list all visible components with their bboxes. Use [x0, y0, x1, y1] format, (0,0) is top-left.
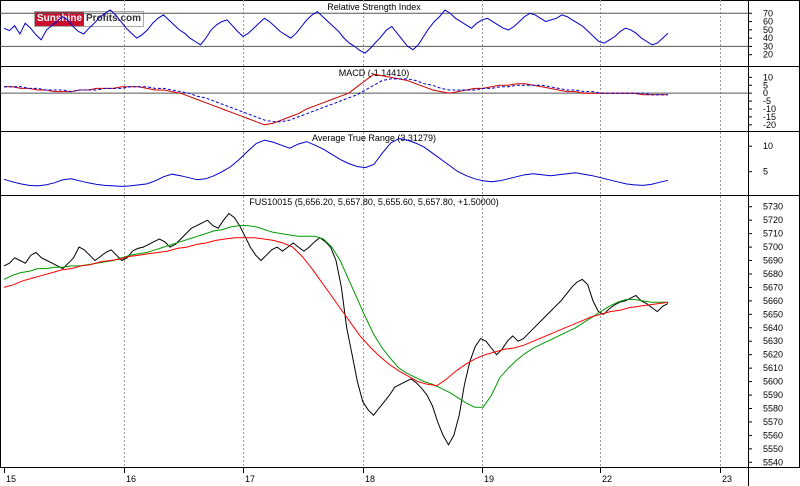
vertical-day-grid — [124, 0, 721, 468]
y-tick-label: -10 — [763, 104, 776, 114]
y-tick-label: 5670 — [763, 282, 783, 292]
x-tick-label: 16 — [126, 474, 136, 484]
y-tick-label: 5630 — [763, 336, 783, 346]
x-tick-label: 17 — [245, 474, 255, 484]
panel-title: Relative Strength Index — [327, 2, 421, 12]
panel-4: FUS10015 (5,656.20, 5,657.80, 5,655.60, … — [0, 195, 800, 484]
y-tick-label: 5700 — [763, 242, 783, 252]
y-tick-label: 5690 — [763, 256, 783, 266]
y-tick-label: 50 — [763, 25, 773, 35]
sunshine-profits-logo: Sunshine Profits.com — [34, 11, 145, 27]
x-tick-label: 19 — [484, 474, 494, 484]
y-tick-label: 5540 — [763, 457, 783, 467]
series-line-2 — [4, 78, 668, 123]
y-tick-label: 20 — [763, 50, 773, 60]
x-tick-label: 23 — [722, 474, 732, 484]
panel-3: Average True Range (3.31279) 10 5 — [0, 131, 800, 187]
y-tick-label: 5560 — [763, 430, 783, 440]
panel-title: MACD (-1.14410) — [339, 68, 410, 78]
y-tick-label: 10 — [763, 141, 773, 151]
series-line-3 — [3, 237, 669, 387]
x-tick-label: 15 — [6, 474, 16, 484]
y-tick-label: 5 — [763, 167, 768, 177]
x-tick-label: 22 — [602, 474, 612, 484]
y-tick-label: 5720 — [763, 215, 783, 225]
series-line-1 — [3, 9, 669, 54]
y-tick-label: 5 — [763, 80, 768, 90]
logo-part-2: Profits.com — [84, 12, 144, 26]
series-line-1 — [3, 212, 669, 446]
y-tick-label: 5710 — [763, 229, 783, 239]
y-tick-label: 40 — [763, 33, 773, 43]
y-tick-label: 70 — [763, 8, 773, 18]
series-line-1 — [4, 73, 668, 126]
panel-title: Average True Range (3.31279) — [312, 133, 436, 143]
y-tick-label: 5550 — [763, 444, 783, 454]
series-line-1 — [3, 137, 669, 187]
y-tick-label: 0 — [763, 88, 768, 98]
y-tick-label: -20 — [763, 120, 776, 130]
y-tick-label: 10 — [763, 72, 773, 82]
y-tick-label: 5650 — [763, 309, 783, 319]
y-tick-label: 5610 — [763, 363, 783, 373]
y-tick-label: 5580 — [763, 404, 783, 414]
y-tick-label: 5730 — [763, 202, 783, 212]
y-tick-label: 5590 — [763, 390, 783, 400]
series-line-2 — [3, 225, 668, 408]
y-tick-label: 5640 — [763, 323, 783, 333]
y-tick-label: -15 — [763, 112, 776, 122]
y-tick-label: 5600 — [763, 377, 783, 387]
y-tick-label: 30 — [763, 41, 773, 51]
y-tick-label: 5570 — [763, 417, 783, 427]
y-tick-label: 5660 — [763, 296, 783, 306]
y-tick-label: -5 — [763, 96, 771, 106]
y-tick-label: 5680 — [763, 269, 783, 279]
y-tick-label: 5620 — [763, 350, 783, 360]
x-tick-label: 18 — [365, 474, 375, 484]
panel-title: FUS10015 (5,656.20, 5,657.80, 5,655.60, … — [249, 197, 498, 207]
y-tick-label: 60 — [763, 17, 773, 27]
